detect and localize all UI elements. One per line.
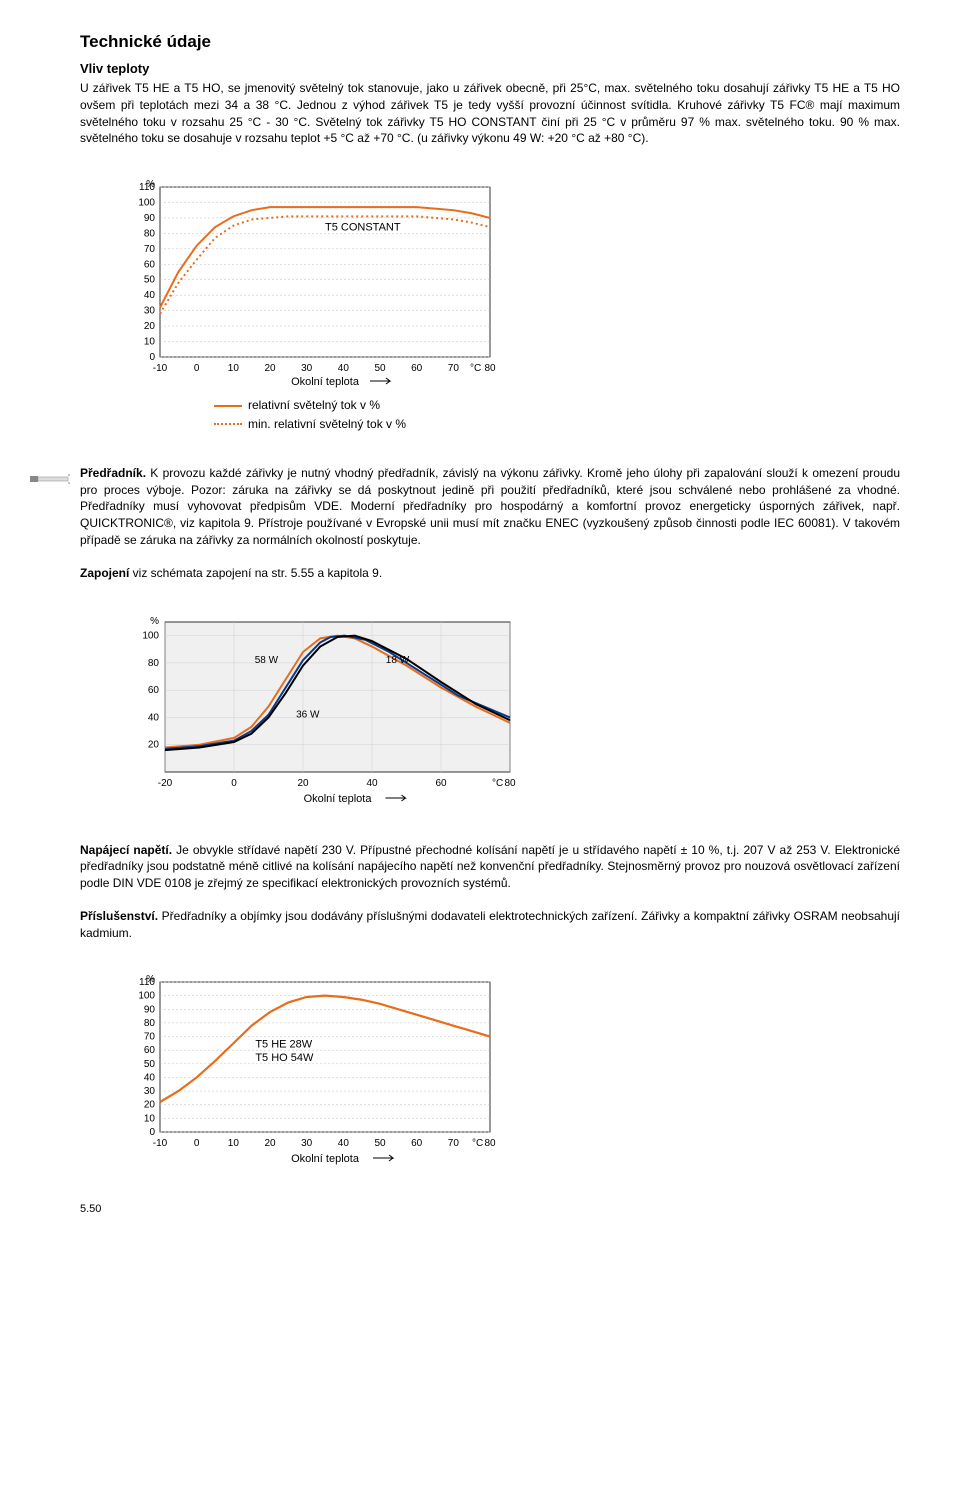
svg-text:%: % — [150, 616, 159, 627]
svg-text:60: 60 — [148, 685, 160, 696]
svg-text:70: 70 — [448, 363, 460, 374]
section4-para: Napájecí napětí. Je obvykle střídavé nap… — [80, 842, 900, 892]
svg-text:0: 0 — [149, 1127, 155, 1138]
chart1-legend2: min. relativní světelný tok v % — [214, 416, 406, 433]
svg-text:%: % — [146, 974, 155, 985]
svg-text:100: 100 — [142, 630, 159, 641]
svg-text:90: 90 — [144, 213, 156, 224]
svg-text:50: 50 — [144, 275, 156, 286]
chart1-wrap: 0102030405060708090100110%-1001020304050… — [120, 177, 900, 435]
svg-text:40: 40 — [338, 1138, 350, 1149]
svg-text:60: 60 — [411, 363, 423, 374]
svg-text:60: 60 — [144, 259, 156, 270]
svg-text:40: 40 — [144, 290, 156, 301]
chart1-legend2-text: min. relativní světelný tok v % — [248, 416, 406, 433]
svg-text:°C: °C — [470, 363, 481, 374]
svg-text:60: 60 — [411, 1138, 423, 1149]
svg-text:T5 HE 28W: T5 HE 28W — [255, 1038, 312, 1050]
svg-text:80: 80 — [504, 778, 516, 789]
svg-text:T5 HO 54W: T5 HO 54W — [255, 1052, 314, 1064]
chart3-wrap: 0102030405060708090100110%-1001020304050… — [120, 972, 900, 1172]
svg-text:30: 30 — [144, 1086, 156, 1097]
section4-heading: Napájecí napětí. — [80, 843, 172, 857]
svg-text:0: 0 — [194, 1138, 200, 1149]
svg-text:20: 20 — [264, 363, 276, 374]
svg-text:40: 40 — [144, 1072, 156, 1083]
svg-text:%: % — [146, 179, 155, 190]
section3-heading: Zapojení — [80, 566, 129, 580]
svg-text:80: 80 — [144, 1017, 156, 1028]
svg-text:0: 0 — [149, 352, 155, 363]
svg-text:Okolní teplota: Okolní teplota — [304, 793, 373, 805]
svg-text:20: 20 — [144, 321, 156, 332]
section1-para: U zářivek T5 HE a T5 HO, se jmenovitý sv… — [80, 80, 900, 147]
chart3: 0102030405060708090100110%-1001020304050… — [120, 972, 500, 1172]
svg-text:0: 0 — [231, 778, 237, 789]
svg-text:20: 20 — [148, 739, 160, 750]
svg-text:70: 70 — [448, 1138, 460, 1149]
svg-text:Okolní teplota: Okolní teplota — [291, 376, 360, 388]
page-number: 5.50 — [80, 1202, 900, 1217]
svg-text:20: 20 — [144, 1099, 156, 1110]
chart1-legend1-text: relativní světelný tok v % — [248, 397, 380, 414]
svg-text:30: 30 — [301, 363, 313, 374]
svg-text:58 W: 58 W — [255, 654, 279, 665]
section1-subtitle: Vliv teploty — [80, 60, 900, 78]
svg-text:10: 10 — [228, 1138, 240, 1149]
svg-text:20: 20 — [264, 1138, 276, 1149]
chart2: 20406080100%-20020406080°COkolní teplota… — [120, 612, 520, 812]
section5-heading: Příslušenství. — [80, 909, 158, 923]
section4-text: Je obvykle střídavé napětí 230 V. Přípus… — [80, 843, 900, 891]
lamp-icon — [30, 473, 70, 485]
section5-text: Předřadníky a objímky jsou dodávány přís… — [80, 909, 900, 940]
svg-text:10: 10 — [144, 1113, 156, 1124]
svg-text:-10: -10 — [153, 363, 168, 374]
svg-text:10: 10 — [228, 363, 240, 374]
svg-text:80: 80 — [148, 657, 160, 668]
svg-text:60: 60 — [144, 1045, 156, 1056]
chart2-wrap: 20406080100%-20020406080°COkolní teplota… — [120, 612, 900, 812]
section2-text: K provozu každé zářivky je nutný vhodný … — [80, 466, 900, 547]
svg-text:100: 100 — [138, 990, 155, 1001]
svg-text:20: 20 — [297, 778, 309, 789]
svg-text:70: 70 — [144, 244, 156, 255]
svg-text:80: 80 — [484, 1138, 496, 1149]
chart1-legend1: relativní světelný tok v % — [214, 397, 406, 414]
section3-text: viz schémata zapojení na str. 5.55 a kap… — [129, 566, 382, 580]
section2-heading: Předřadník. — [80, 466, 146, 480]
svg-text:18 W: 18 W — [386, 654, 410, 665]
svg-text:30: 30 — [301, 1138, 313, 1149]
page-title: Technické údaje — [80, 30, 900, 54]
svg-text:100: 100 — [138, 198, 155, 209]
svg-text:0: 0 — [194, 363, 200, 374]
svg-text:80: 80 — [144, 229, 156, 240]
svg-text:80: 80 — [484, 363, 496, 374]
svg-text:40: 40 — [366, 778, 378, 789]
section2-para: Předřadník. K provozu každé zářivky je n… — [80, 465, 900, 549]
svg-text:90: 90 — [144, 1004, 156, 1015]
section5-para: Příslušenství. Předřadníky a objímky jso… — [80, 908, 900, 942]
svg-text:50: 50 — [374, 363, 386, 374]
svg-text:30: 30 — [144, 306, 156, 317]
svg-text:10: 10 — [144, 337, 156, 348]
svg-text:T5 CONSTANT: T5 CONSTANT — [325, 221, 401, 233]
svg-text:50: 50 — [144, 1058, 156, 1069]
svg-text:60: 60 — [435, 778, 447, 789]
svg-text:-10: -10 — [153, 1138, 168, 1149]
svg-text:40: 40 — [338, 363, 350, 374]
svg-text:Okolní teplota: Okolní teplota — [291, 1153, 360, 1165]
svg-text:40: 40 — [148, 712, 160, 723]
svg-text:°C: °C — [492, 778, 503, 789]
section3-para: Zapojení viz schémata zapojení na str. 5… — [80, 565, 900, 582]
svg-text:-20: -20 — [158, 778, 173, 789]
svg-text:°C: °C — [472, 1138, 483, 1149]
svg-text:70: 70 — [144, 1031, 156, 1042]
svg-text:50: 50 — [374, 1138, 386, 1149]
svg-text:36 W: 36 W — [296, 709, 320, 720]
chart1: 0102030405060708090100110%-1001020304050… — [120, 177, 500, 397]
